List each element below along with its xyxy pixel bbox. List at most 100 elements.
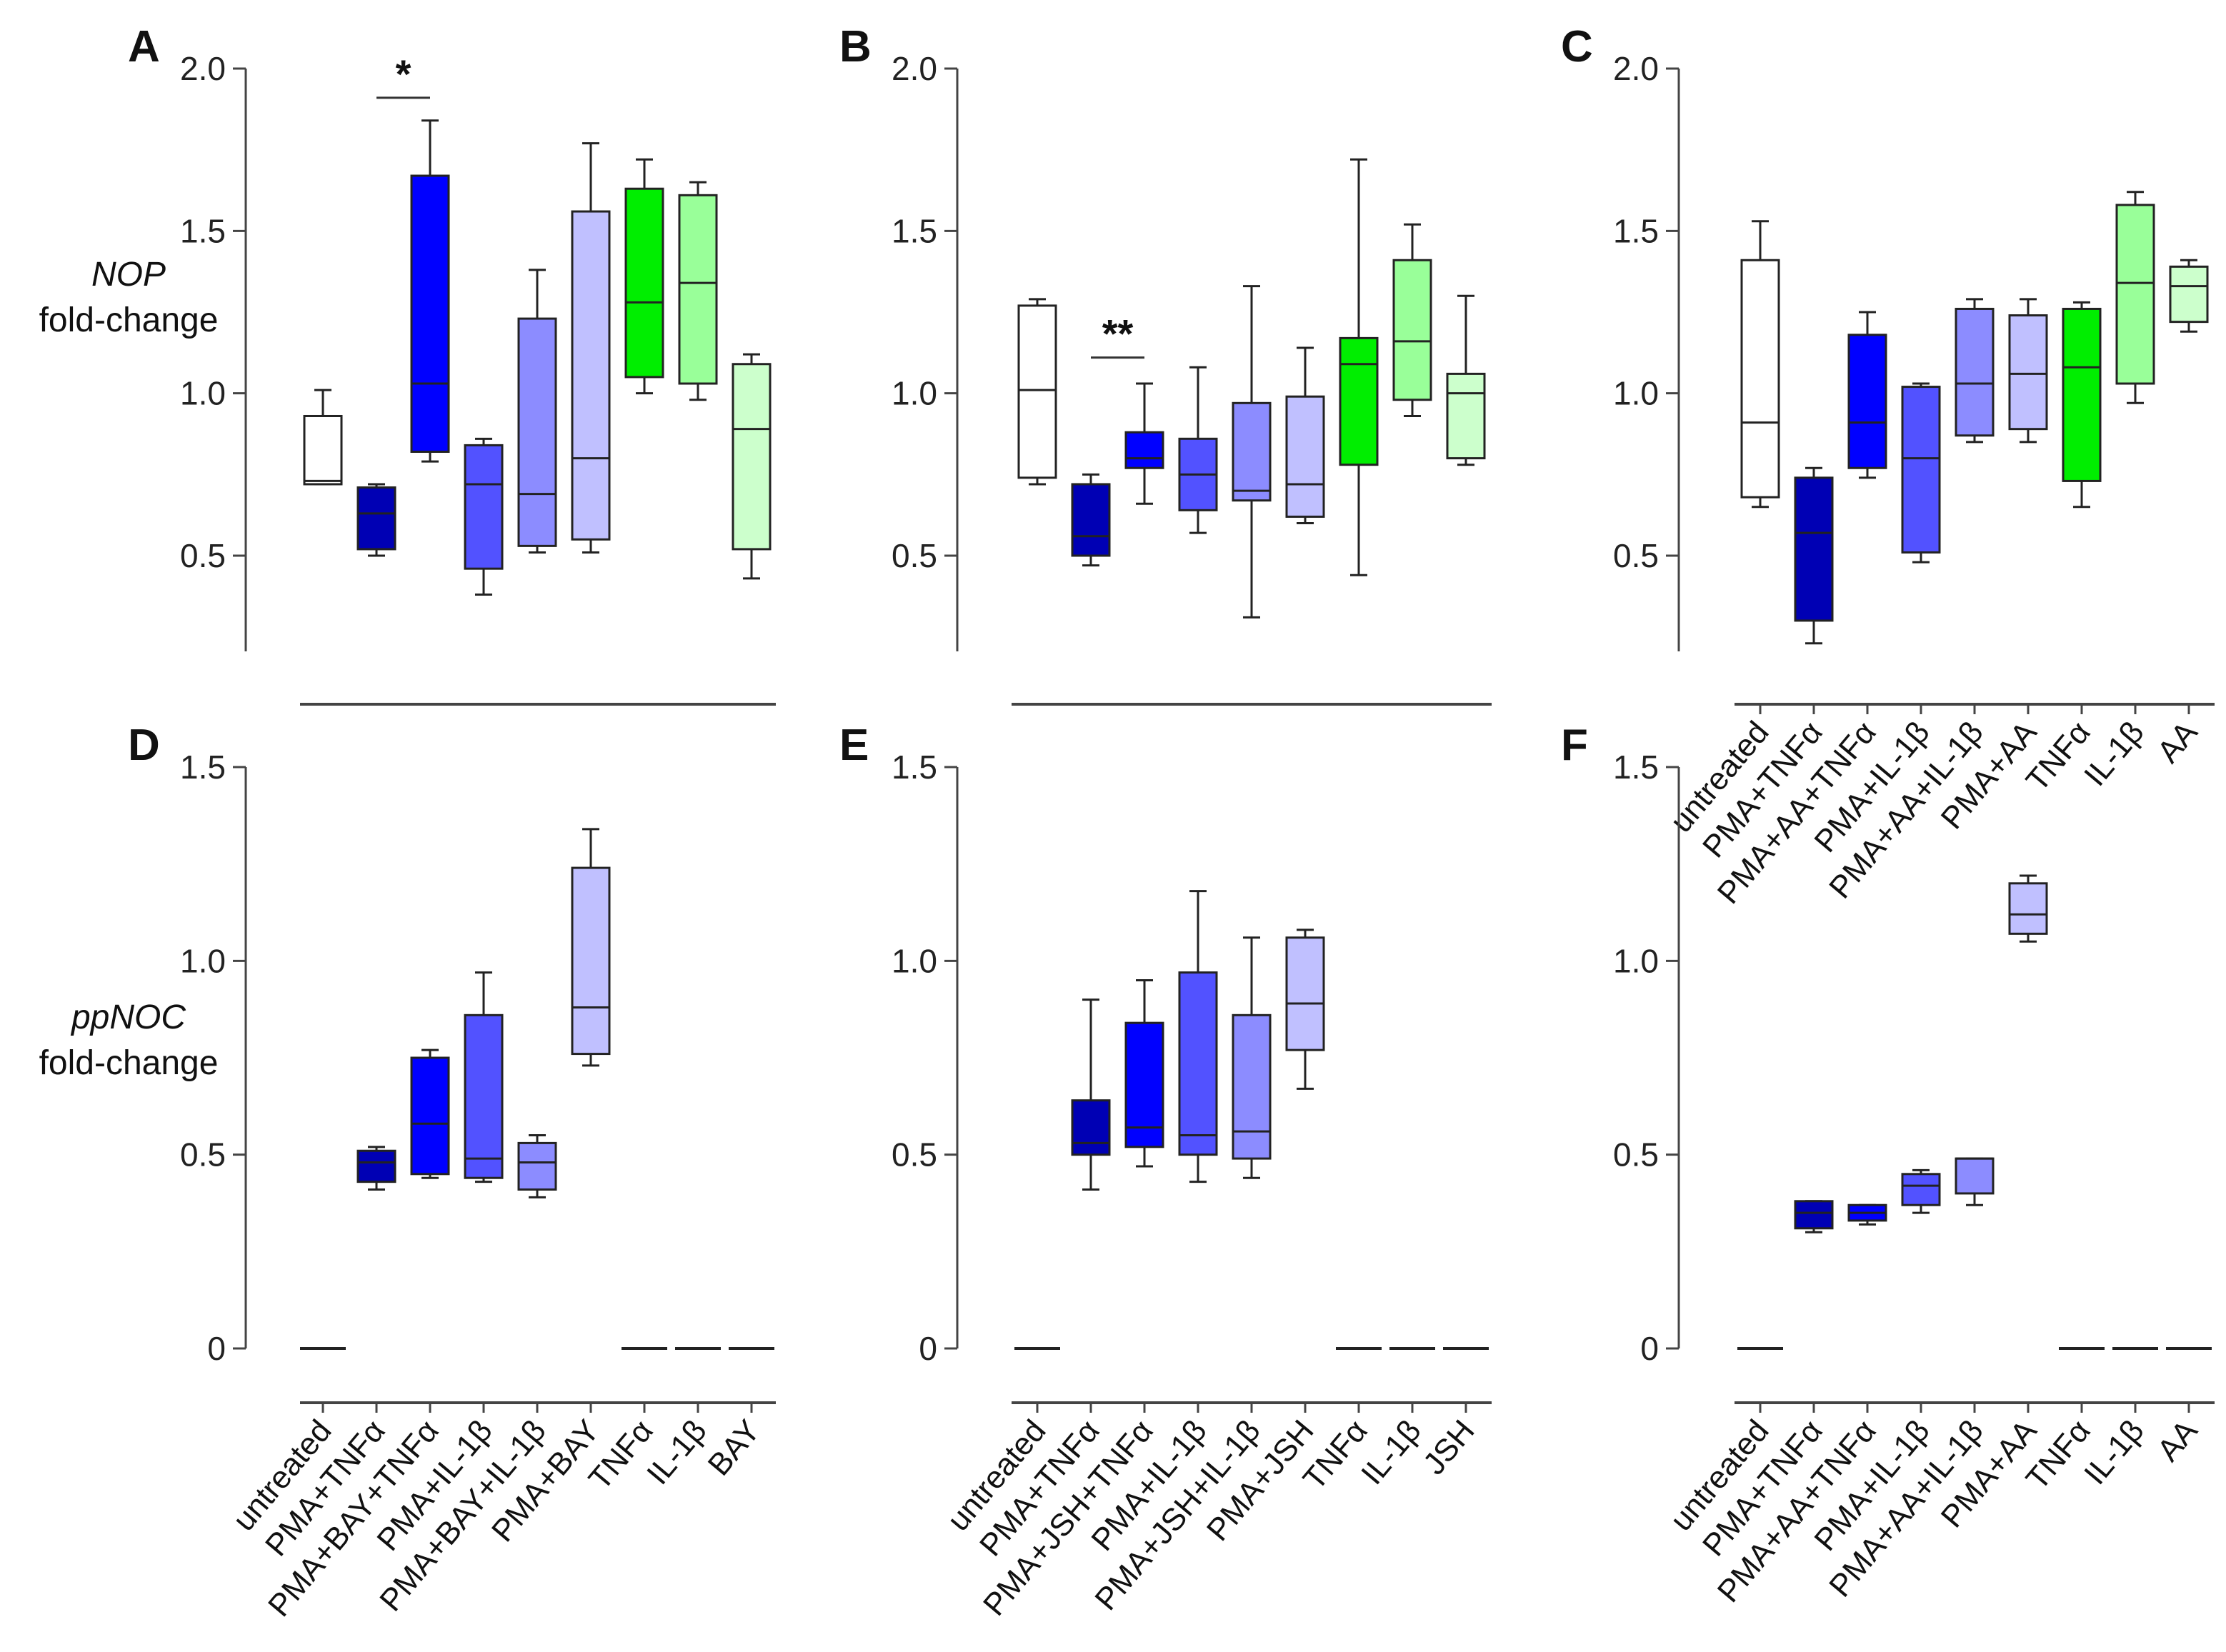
panel-letter: A bbox=[128, 22, 160, 71]
box-PMA+JSH+IL-1β bbox=[1232, 936, 1272, 1179]
panel-letter: F bbox=[1561, 721, 1588, 770]
y-axis-label: fold-change bbox=[39, 301, 219, 339]
y-tick-label: 0.5 bbox=[892, 1136, 937, 1173]
panel-a: A 2.0 1.5 1.0 0.5 NOP fold-change * bbox=[39, 22, 776, 706]
box-TNFα bbox=[624, 158, 664, 395]
box-PMA+AA+IL-1β bbox=[1955, 298, 1995, 444]
box-BAY bbox=[732, 353, 772, 580]
box-iqr bbox=[1285, 936, 1325, 1051]
y-tick-label: 1.0 bbox=[180, 375, 226, 412]
box-iqr bbox=[1232, 401, 1272, 502]
box-iqr bbox=[2008, 882, 2048, 935]
box-PMA+IL-1β bbox=[1901, 382, 1941, 564]
box-iqr bbox=[1392, 259, 1432, 401]
box-PMA+BAY bbox=[571, 828, 611, 1067]
panel-letter: E bbox=[839, 721, 869, 770]
panel-letter: C bbox=[1561, 22, 1593, 71]
y-tick-label: 1.5 bbox=[180, 212, 226, 249]
box-iqr bbox=[1339, 336, 1379, 466]
box-PMA+IL-1β bbox=[1178, 366, 1218, 534]
box-iqr bbox=[1071, 483, 1111, 557]
box-PMA+JSH+IL-1β bbox=[1232, 285, 1272, 619]
box-iqr bbox=[464, 1013, 504, 1179]
x-tick-label: AA bbox=[2150, 1413, 2205, 1468]
box-PMA+JSH+TNFα bbox=[1124, 978, 1164, 1168]
significance-label: ** bbox=[1102, 311, 1134, 356]
box-iqr bbox=[1847, 334, 1887, 469]
box-PMA+IL-1β bbox=[464, 971, 504, 1183]
box-PMA+JSH+TNFα bbox=[1124, 382, 1164, 505]
box-iqr bbox=[2008, 314, 2048, 431]
box-PMA+IL-1β bbox=[1901, 1168, 1941, 1214]
box-iqr bbox=[2169, 265, 2209, 324]
box-PMA+AA bbox=[2008, 874, 2048, 943]
box-iqr bbox=[1955, 307, 1995, 437]
box-iqr bbox=[1017, 304, 1057, 479]
box-TNFα bbox=[1339, 158, 1379, 576]
box-iqr bbox=[1901, 1173, 1941, 1206]
panel-e: E 1.51.00.50untreatedPMA+TNFαPMA+JSH+TNFα… bbox=[839, 721, 1492, 1623]
y-tick-label: 0.5 bbox=[1613, 1136, 1659, 1173]
box-PMA+TNFα bbox=[1071, 998, 1111, 1191]
panel-letter: D bbox=[128, 721, 160, 770]
box-PMA+IL-1β bbox=[1178, 890, 1218, 1183]
y-tick-label: 0.5 bbox=[892, 537, 937, 574]
x-tick-label: IL-1β bbox=[2077, 1413, 2151, 1491]
box-iqr bbox=[517, 317, 557, 547]
box-PMA+BAY+IL-1β bbox=[517, 1134, 557, 1198]
y-tick-label: 1.0 bbox=[180, 942, 226, 979]
box-PMA+BAY+IL-1β bbox=[517, 269, 557, 554]
box-IL-1β bbox=[1392, 223, 1432, 417]
box-PMA+AA+IL-1β bbox=[1955, 1157, 1995, 1206]
box-iqr bbox=[517, 1141, 557, 1191]
box-iqr bbox=[571, 210, 611, 541]
box-PMA+AA+TNFα bbox=[1847, 311, 1887, 479]
x-tick-label: IL-1β bbox=[640, 1413, 714, 1491]
box-TNFα bbox=[2062, 301, 2102, 509]
box-iqr bbox=[1232, 1013, 1272, 1160]
box-PMA+AA bbox=[2008, 298, 2048, 444]
y-tick-label: 1.0 bbox=[1613, 942, 1659, 979]
box-PMA+JSH bbox=[1285, 346, 1325, 525]
box-iqr bbox=[571, 866, 611, 1056]
box-iqr bbox=[2115, 204, 2155, 385]
x-tick-label: JSH bbox=[1417, 1413, 1482, 1481]
y-tick-label: 1.0 bbox=[892, 375, 937, 412]
x-tick-label: AA bbox=[2150, 714, 2205, 769]
y-tick-label: 0 bbox=[919, 1330, 937, 1367]
box-PMA+TNFα bbox=[356, 1146, 396, 1191]
box-PMA+AA+TNFα bbox=[1847, 1203, 1887, 1226]
box-iqr bbox=[356, 486, 396, 551]
box-JSH bbox=[1446, 294, 1486, 466]
box-IL-1β bbox=[678, 181, 718, 401]
box-PMA+TNFα bbox=[1071, 473, 1111, 567]
x-tick-label: IL-1β bbox=[1354, 1413, 1428, 1491]
panel-b: B 2.0 1.5 1.0 0.5 ** bbox=[839, 22, 1492, 706]
box-PMA+BAY bbox=[571, 142, 611, 554]
box-iqr bbox=[410, 1056, 450, 1176]
y-tick-label: 0.5 bbox=[1613, 537, 1659, 574]
y-tick-label: 1.5 bbox=[1613, 749, 1659, 786]
significance-label: * bbox=[396, 51, 411, 96]
y-tick-label: 0 bbox=[1640, 1330, 1659, 1367]
box-PMA+IL-1β bbox=[464, 437, 504, 596]
box-untreated bbox=[1017, 298, 1057, 486]
box-iqr bbox=[624, 187, 664, 379]
box-iqr bbox=[1794, 1200, 1834, 1230]
y-tick-label: 1.5 bbox=[180, 749, 226, 786]
y-tick-label: 1.5 bbox=[892, 749, 937, 786]
y-axis-gene-label: NOP bbox=[91, 256, 166, 294]
box-PMA+TNFα bbox=[1794, 1200, 1834, 1233]
x-tick-label: IL-1β bbox=[2077, 715, 2151, 793]
box-untreated bbox=[1740, 220, 1780, 509]
y-tick-label: 2.0 bbox=[180, 50, 226, 87]
box-iqr bbox=[1901, 386, 1941, 554]
box-iqr bbox=[303, 414, 343, 486]
box-iqr bbox=[1124, 431, 1164, 469]
box-iqr bbox=[1740, 259, 1780, 499]
box-PMA+JSH bbox=[1285, 928, 1325, 1090]
box-iqr bbox=[1446, 372, 1486, 460]
y-tick-label: 2.0 bbox=[1613, 50, 1659, 87]
panel-d: D 1.51.00.50ppNOCfold-changeuntreatedPMA+… bbox=[39, 721, 776, 1623]
